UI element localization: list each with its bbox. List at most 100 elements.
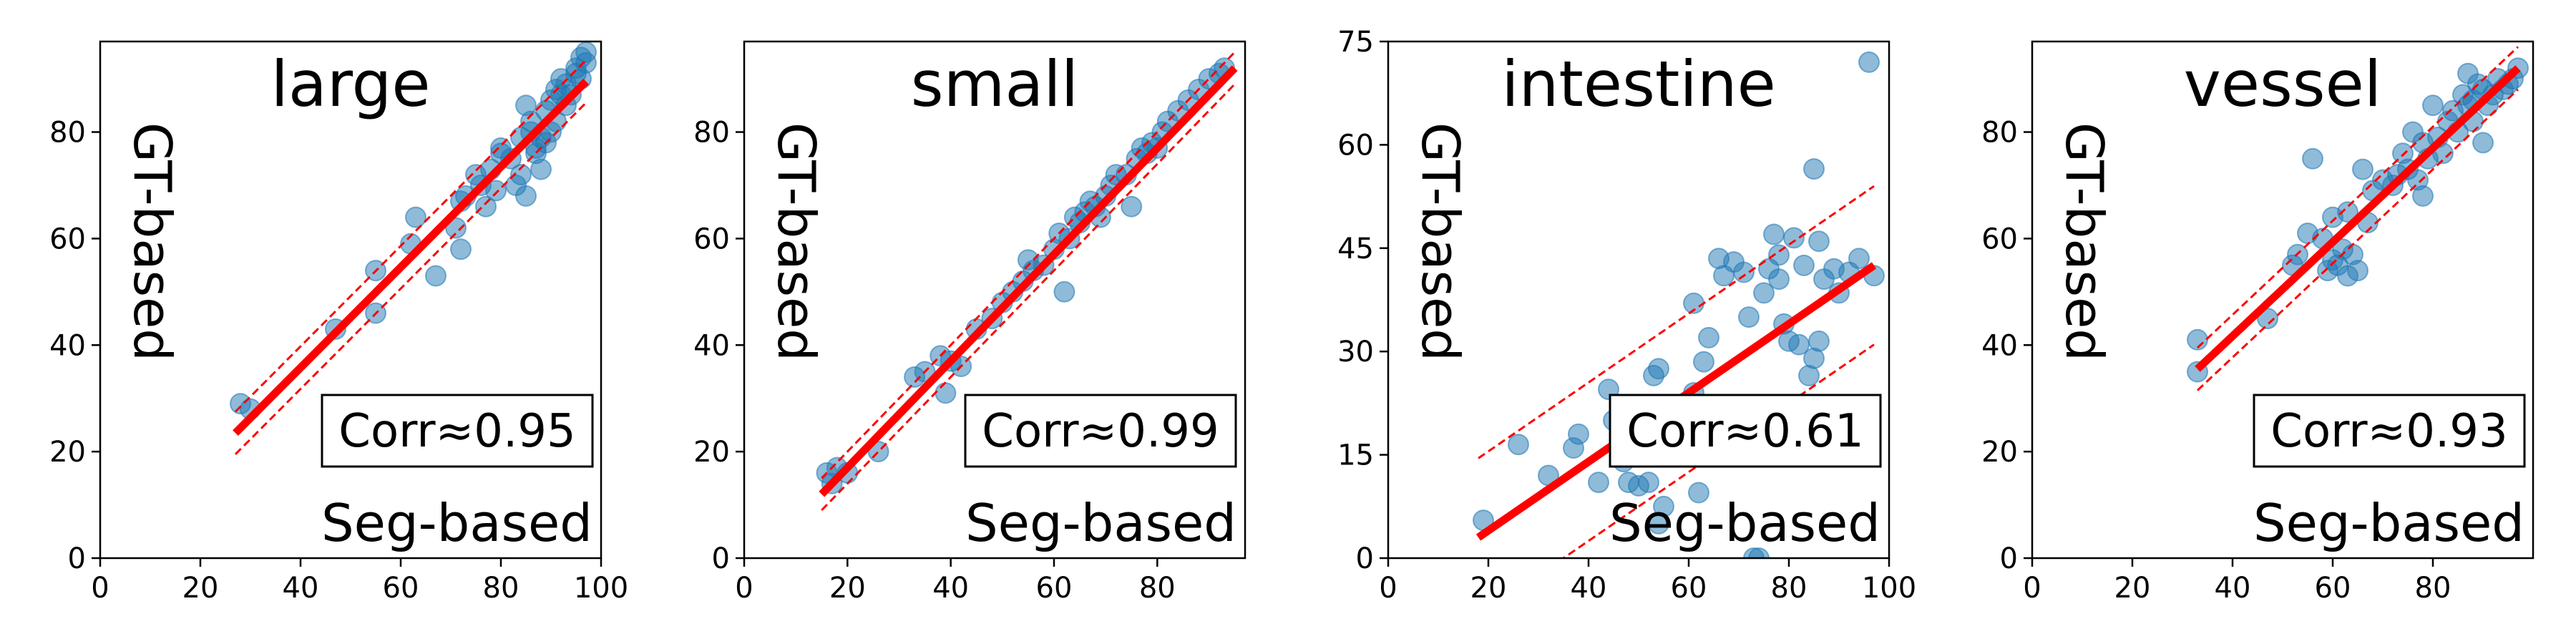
data-point xyxy=(1688,482,1709,504)
correlation-label: Corr≈0.93 xyxy=(2270,405,2507,458)
x-tick-label: 60 xyxy=(383,572,419,605)
data-point xyxy=(2412,185,2434,207)
data-point xyxy=(2337,201,2358,223)
correlation-box xyxy=(321,394,594,468)
data-point xyxy=(2352,158,2373,180)
correlation-label: Corr≈0.61 xyxy=(1626,405,1863,458)
data-point xyxy=(510,164,532,186)
data-point xyxy=(445,217,467,239)
x-tick-label: 60 xyxy=(1036,572,1073,605)
x-tick-label: 40 xyxy=(932,572,969,605)
correlation-label: Corr≈0.95 xyxy=(338,405,575,458)
data-point xyxy=(2347,260,2368,282)
lower-band-line xyxy=(2196,88,2519,391)
data-point xyxy=(405,206,426,228)
data-point xyxy=(575,42,597,63)
x-axis-label: Seg-based xyxy=(321,493,592,553)
data-point xyxy=(935,382,957,404)
data-point xyxy=(1568,423,1589,445)
data-point xyxy=(1508,434,1529,456)
x-axis-label: Seg-based xyxy=(965,493,1236,553)
x-tick-label: 0 xyxy=(91,572,109,605)
x-tick-label: 80 xyxy=(1139,572,1176,605)
x-tick-label: 100 xyxy=(1862,572,1916,605)
y-tick-label: 30 xyxy=(1337,336,1374,369)
data-point xyxy=(1693,351,1714,373)
data-point xyxy=(1858,51,1880,73)
panel-small: 0 20 40 60 80 0 20 40 60 80 small GT-based Seg-based… xyxy=(693,40,1246,605)
data-point xyxy=(2422,94,2444,117)
data-point xyxy=(475,195,497,218)
fit-line xyxy=(2195,65,2521,372)
x-tick-label: 80 xyxy=(2415,572,2451,605)
y-tick-label: 20 xyxy=(693,436,730,469)
x-tick-label: 0 xyxy=(1379,572,1397,605)
x-tick-label: 80 xyxy=(1771,572,1807,605)
correlation-box xyxy=(964,394,1237,468)
y-tick-label: 45 xyxy=(1337,233,1374,265)
data-point xyxy=(2472,132,2494,154)
data-point xyxy=(1738,306,1760,328)
x-axis-label: Seg-based xyxy=(1609,493,1880,553)
x-tick-label: 40 xyxy=(2215,572,2251,605)
data-point xyxy=(1793,254,1815,276)
plot-frame xyxy=(2031,40,2534,560)
panel-vessel: 0 20 40 60 80 0 20 40 60 80 vessel GT-based Seg-base… xyxy=(1981,40,2534,605)
panel-title: vessel xyxy=(2184,47,2382,121)
y-axis-label: GT-based xyxy=(766,122,826,361)
y-axis-label: GT-based xyxy=(122,122,182,361)
data-point xyxy=(2302,147,2323,170)
data-point xyxy=(1748,547,1770,558)
data-point xyxy=(530,158,552,180)
y-tick-label: 20 xyxy=(1981,436,2018,469)
x-tick-label: 20 xyxy=(829,572,866,605)
data-point xyxy=(1698,326,1719,348)
data-point xyxy=(485,180,507,202)
plot-area xyxy=(816,51,1238,512)
y-tick-label: 60 xyxy=(693,223,730,255)
panel-large: 0 20 40 60 80 100 0 20 40 60 80 large GT-based Seg-ba… xyxy=(49,40,628,605)
data-point xyxy=(425,265,447,287)
y-tick-label: 60 xyxy=(1337,129,1374,162)
upper-band-line xyxy=(1478,185,1875,459)
x-tick-label: 40 xyxy=(283,572,319,605)
plot-area xyxy=(2187,46,2529,391)
data-point xyxy=(1848,248,1870,270)
x-tick-label: 20 xyxy=(1470,572,1507,605)
y-axis-label: GT-based xyxy=(1410,122,1470,361)
y-tick-label: 0 xyxy=(1356,542,1374,575)
plot-frame xyxy=(743,40,1246,560)
data-point xyxy=(1588,472,1609,494)
y-tick-label: 60 xyxy=(49,223,86,255)
plot-frame xyxy=(99,40,602,560)
data-point xyxy=(1753,282,1775,304)
data-point xyxy=(1638,472,1659,494)
data-point xyxy=(1653,495,1674,517)
fit-line xyxy=(819,65,1238,497)
x-tick-label: 80 xyxy=(483,572,519,605)
data-point xyxy=(1763,223,1785,245)
data-point xyxy=(1121,195,1143,218)
x-tick-label: 40 xyxy=(1571,572,1607,605)
plot-area xyxy=(230,42,597,455)
correlation-label: Corr≈0.99 xyxy=(982,405,1219,458)
y-tick-label: 20 xyxy=(49,436,86,469)
data-point xyxy=(1648,358,1669,380)
data-point xyxy=(1768,244,1790,266)
x-tick-label: 0 xyxy=(735,572,753,605)
data-point xyxy=(1808,230,1830,253)
data-point xyxy=(515,185,537,207)
lower-band-line xyxy=(821,83,1236,512)
correlation-box xyxy=(2253,394,2526,468)
upper-band-line xyxy=(821,51,1236,479)
data-point xyxy=(450,238,472,260)
data-point xyxy=(1783,227,1805,249)
x-tick-label: 0 xyxy=(2023,572,2041,605)
data-point xyxy=(1768,268,1790,291)
panel-intestine: 0 20 40 60 80 100 0 15 30 45 60 75 intestine GT-based… xyxy=(1337,26,1916,605)
x-tick-label: 60 xyxy=(1671,572,1707,605)
panel-title: intestine xyxy=(1501,47,1776,121)
y-tick-label: 0 xyxy=(712,542,730,575)
panel-title: small xyxy=(911,47,1078,121)
